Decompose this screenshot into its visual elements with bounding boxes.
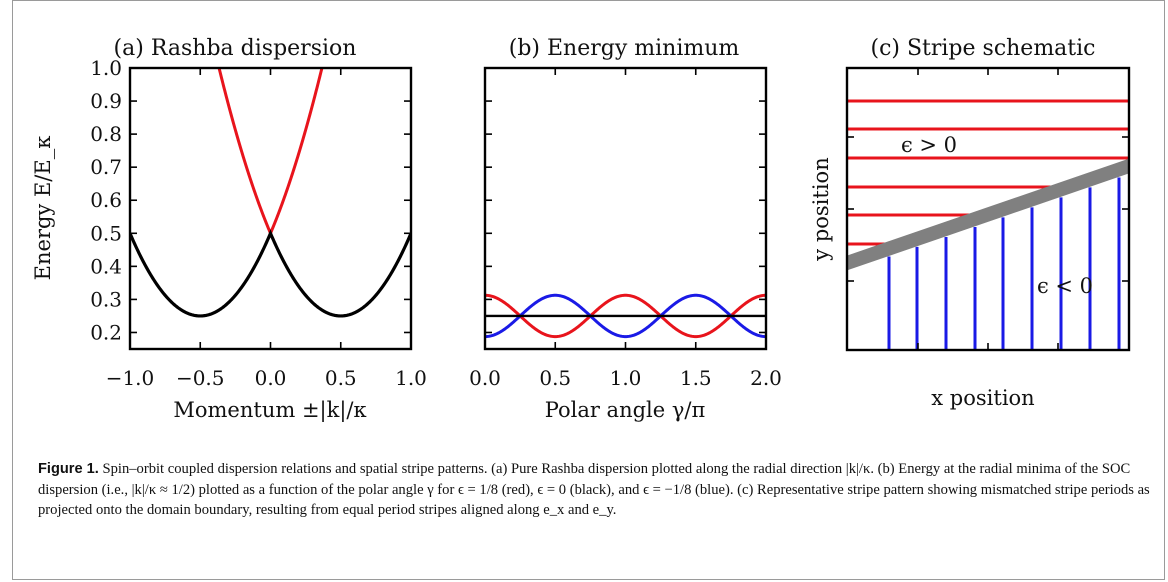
panel-c-xlabel: x position: [931, 386, 1034, 410]
panel-b-xtick-label: 1.5: [680, 366, 712, 390]
panel-c-region-negative: ϵ < 0: [1037, 274, 1093, 298]
panel-b-xtick-label: 0.5: [539, 366, 571, 390]
panel-b-title: (b) Energy minimum: [509, 36, 740, 61]
panel-a-xtick-label: 0.5: [325, 366, 357, 390]
panel-c-ylabel: y position: [809, 157, 833, 261]
panel-a-ylabel: Energy E/E_κ: [31, 136, 55, 281]
caption-label: Figure 1.: [38, 461, 99, 477]
panel-a-series: [130, 68, 411, 318]
figure-frame: (a) Rashba dispersion 0.2 0.3 0.4 0.5 0.6 0.7…: [12, 0, 1165, 580]
panel-b-xtick-label: 0.0: [469, 366, 501, 390]
panel-a-xtick-label: −1.0: [106, 366, 155, 390]
figure-caption: Figure 1. Spin–orbit coupled dispersion …: [38, 459, 1163, 521]
panel-b-xtick-label: 1.0: [610, 366, 642, 390]
panel-b-xtick-label: 2.0: [750, 366, 782, 390]
panel-b-series-blue: [485, 293, 766, 339]
domain-boundary: [847, 158, 1129, 271]
figure-graphics: (a) Rashba dispersion 0.2 0.3 0.4 0.5 0.6 0.7…: [31, 36, 1131, 423]
panel-a-series-black-branch: [130, 229, 411, 318]
panel-a-ytick-label: 0.2: [90, 320, 122, 344]
panel-c-title: (c) Stripe schematic: [870, 36, 1095, 61]
panel-a-xticks: −1.0 −0.5 0.0 0.5 1.0: [106, 68, 427, 390]
panel-b-series: [485, 293, 766, 339]
panel-a-xtick-label: −0.5: [176, 366, 225, 390]
panel-a-ytick-label: 0.9: [90, 89, 122, 113]
panel-c: (c) Stripe schematic ϵ > 0 ϵ < 0 y posit…: [809, 36, 1131, 410]
panel-a-ytick-label: 0.5: [90, 221, 122, 245]
panel-b-xlabel: Polar angle γ/π: [545, 398, 706, 422]
panel-a-xtick-label: 1.0: [395, 366, 427, 390]
panel-c-region-positive: ϵ > 0: [901, 133, 957, 157]
panel-a-yticks: 0.2 0.3 0.4 0.5 0.6 0.7 0.8 0.9 1.0: [90, 56, 411, 344]
panel-a-ytick-label: 0.4: [90, 254, 122, 278]
panel-c-content: [847, 99, 1129, 350]
panel-a-ytick-label: 0.7: [90, 155, 122, 179]
panel-b: (b) Energy minimum 0.0 0.5 1.0 1.5 2.0 Polar…: [469, 36, 782, 422]
panel-a: (a) Rashba dispersion 0.2 0.3 0.4 0.5 0.6 0.7…: [31, 36, 427, 423]
panel-b-series-red: [485, 293, 766, 339]
panel-a-ytick-label: 0.8: [90, 122, 122, 146]
caption-text: Spin–orbit coupled dispersion relations …: [38, 461, 1150, 518]
panel-c-ticks: [847, 68, 1129, 350]
panel-a-ytick-label: 0.6: [90, 188, 122, 212]
panel-a-axes-frame: [128, 66, 413, 351]
panel-b-axes-frame: [483, 66, 768, 351]
panel-b-xticks: 0.0 0.5 1.0 1.5 2.0: [469, 67, 782, 390]
panel-a-ytick-label: 1.0: [90, 56, 122, 80]
panel-a-xtick-label: 0.0: [255, 366, 287, 390]
panel-a-xlabel: Momentum ±|k|/κ: [173, 398, 366, 423]
panel-a-ytick-label: 0.3: [90, 287, 122, 311]
panel-a-title: (a) Rashba dispersion: [114, 36, 357, 61]
